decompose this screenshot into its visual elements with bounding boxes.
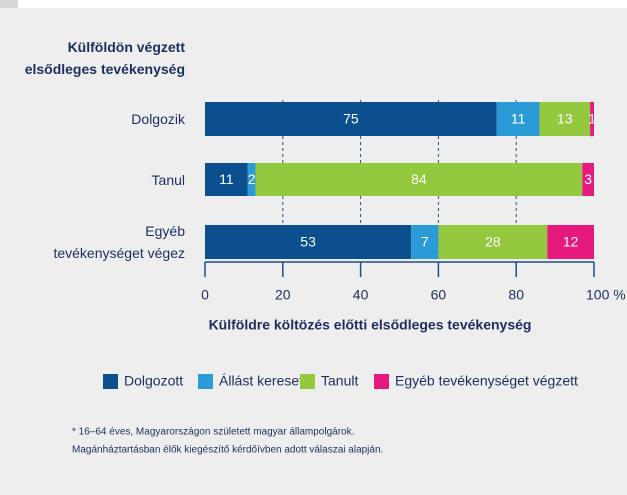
data-label: 3	[584, 171, 592, 187]
footnote: Magánháztartásban élők kiegészítő kérdőí…	[72, 445, 383, 456]
y-tick-label: Tanul	[151, 171, 185, 188]
x-tick-label: 40	[353, 287, 369, 303]
bar-segment	[582, 163, 594, 196]
data-label: 53	[300, 234, 316, 250]
legend-label: Állást keresett	[219, 373, 307, 389]
data-label: 84	[411, 171, 427, 187]
x-tick-label: 20	[275, 287, 291, 303]
y-tick-label: Dolgozik	[131, 111, 185, 127]
legend-swatch	[103, 374, 118, 389]
x-axis-title: Külföldre költözés előtti elsődleges tev…	[209, 317, 532, 333]
top-strip	[0, 0, 627, 8]
data-label: 1	[588, 111, 596, 127]
bar-segment	[539, 102, 591, 136]
data-label: 12	[563, 234, 579, 250]
data-label: 75	[343, 111, 359, 127]
data-label: 13	[557, 111, 573, 127]
y-tick-label: Egyéb tevékenységet végez	[53, 223, 185, 261]
legend-label: Tanult	[321, 373, 358, 389]
legend-swatch	[300, 374, 315, 389]
bar-segment	[590, 102, 594, 136]
bar-segment	[255, 163, 583, 196]
bar-segment	[205, 225, 412, 259]
bar-segment	[411, 225, 439, 259]
legend-swatch	[198, 374, 213, 389]
legend-swatch	[374, 374, 389, 389]
x-tick-label: 100 %	[586, 287, 626, 303]
footnote: * 16–64 éves, Magyarországon született m…	[72, 427, 354, 438]
bar-segment	[547, 225, 594, 259]
data-label: 28	[485, 234, 501, 250]
bar-segment	[205, 102, 497, 136]
bar-segment	[247, 163, 256, 196]
data-label: 11	[511, 111, 526, 127]
bar-segment	[205, 163, 248, 196]
bar-segment	[438, 225, 548, 259]
x-tick-label: 0	[201, 287, 209, 303]
data-label: 7	[421, 234, 429, 250]
data-label: 2	[248, 171, 256, 187]
top-tab	[0, 0, 18, 8]
y-axis-title: Külföldön végzett elsődleges tevékenység	[24, 39, 185, 77]
x-tick-label: 80	[508, 287, 524, 303]
data-label: 11	[219, 171, 234, 187]
legend-label: Egyéb tevékenységet végzett	[395, 373, 578, 389]
x-tick-label: 60	[431, 287, 447, 303]
legend-label: Dolgozott	[124, 373, 183, 389]
bar-segment	[496, 102, 540, 136]
